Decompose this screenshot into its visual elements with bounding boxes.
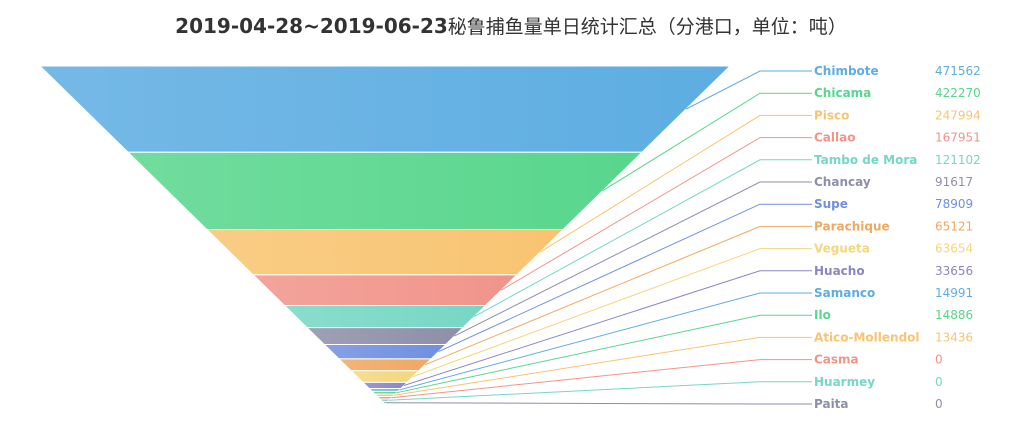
leader-line-callao: [500, 137, 812, 291]
label-name-tambo-de-mora: Tambo de Mora: [814, 153, 917, 167]
label-name-pisco: Pisco: [814, 108, 849, 122]
leader-line-tambo-de-mora: [473, 159, 812, 318]
funnel-segment-vegueta[interactable]: [349, 370, 421, 383]
chart-title-date-range: 2019-04-28~2019-06-23: [175, 14, 448, 38]
funnel-segment-parachique[interactable]: [337, 358, 433, 372]
label-name-huarmey: Huarmey: [814, 375, 875, 389]
chart-title: 2019-04-28~2019-06-23秘鲁捕鱼量单日统计汇总（分港口，单位：…: [0, 12, 1022, 39]
label-name-ilo: Ilo: [814, 308, 831, 322]
leader-line-vegueta: [412, 248, 812, 378]
label-name-paita: Paita: [814, 397, 849, 411]
leader-line-samanco: [399, 292, 812, 391]
funnel-segment-pisco[interactable]: [205, 228, 565, 276]
label-value-chicama: 422270: [935, 86, 981, 100]
label-name-chimbote: Chimbote: [814, 64, 879, 78]
label-value-supe: 78909: [935, 197, 973, 211]
label-value-callao: 167951: [935, 131, 981, 145]
label-name-chicama: Chicama: [814, 86, 871, 100]
leader-line-supe: [438, 203, 812, 353]
leader-line-atico-mollendol: [393, 336, 812, 396]
label-name-huacho: Huacho: [814, 264, 865, 278]
label-value-tambo-de-mora: 121102: [935, 153, 981, 167]
leader-line-pisco: [539, 114, 812, 253]
funnel-segment-tambo-de-mora[interactable]: [283, 305, 487, 329]
leader-line-chancay: [454, 181, 812, 337]
funnel-segment-huacho[interactable]: [361, 381, 409, 390]
label-name-samanco: Samanco: [814, 286, 875, 300]
label-name-callao: Callao: [814, 131, 855, 145]
label-value-paita: 0: [935, 397, 943, 411]
label-name-casma: Casma: [814, 353, 859, 367]
label-value-huacho: 33656: [935, 264, 973, 278]
funnel-segment-callao[interactable]: [251, 274, 519, 307]
leader-line-parachique: [424, 225, 812, 366]
leader-line-paita: [386, 402, 812, 405]
label-value-vegueta: 63654: [935, 242, 973, 256]
funnel-segment-chancay[interactable]: [305, 327, 465, 345]
leader-line-huacho: [403, 270, 812, 386]
chart-title-text: 秘鲁捕鱼量单日统计汇总（分港口，单位：吨）: [447, 16, 847, 38]
label-value-pisco: 247994: [935, 108, 981, 122]
funnel-segment-chimbote[interactable]: [38, 65, 732, 153]
label-value-atico-mollendol: 13436: [935, 330, 973, 344]
funnel-segment-supe[interactable]: [322, 343, 448, 360]
label-value-parachique: 65121: [935, 219, 973, 233]
leader-line-chimbote: [685, 70, 812, 110]
label-value-chimbote: 471562: [935, 64, 981, 78]
label-name-atico-mollendol: Atico-Mollendol: [814, 330, 920, 344]
funnel-segment-chicama[interactable]: [126, 151, 644, 230]
label-value-huarmey: 0: [935, 375, 943, 389]
label-name-parachique: Parachique: [814, 219, 890, 233]
leader-line-ilo: [396, 314, 812, 394]
label-name-supe: Supe: [814, 197, 848, 211]
label-name-vegueta: Vegueta: [814, 242, 870, 256]
leader-line-chicama: [602, 92, 812, 192]
label-value-casma: 0: [935, 353, 943, 367]
label-value-samanco: 14991: [935, 286, 973, 300]
leader-line-huarmey: [388, 381, 812, 401]
leader-line-casma: [391, 359, 812, 399]
label-name-chancay: Chancay: [814, 175, 871, 189]
label-value-chancay: 91617: [935, 175, 973, 189]
label-value-ilo: 14886: [935, 308, 973, 322]
